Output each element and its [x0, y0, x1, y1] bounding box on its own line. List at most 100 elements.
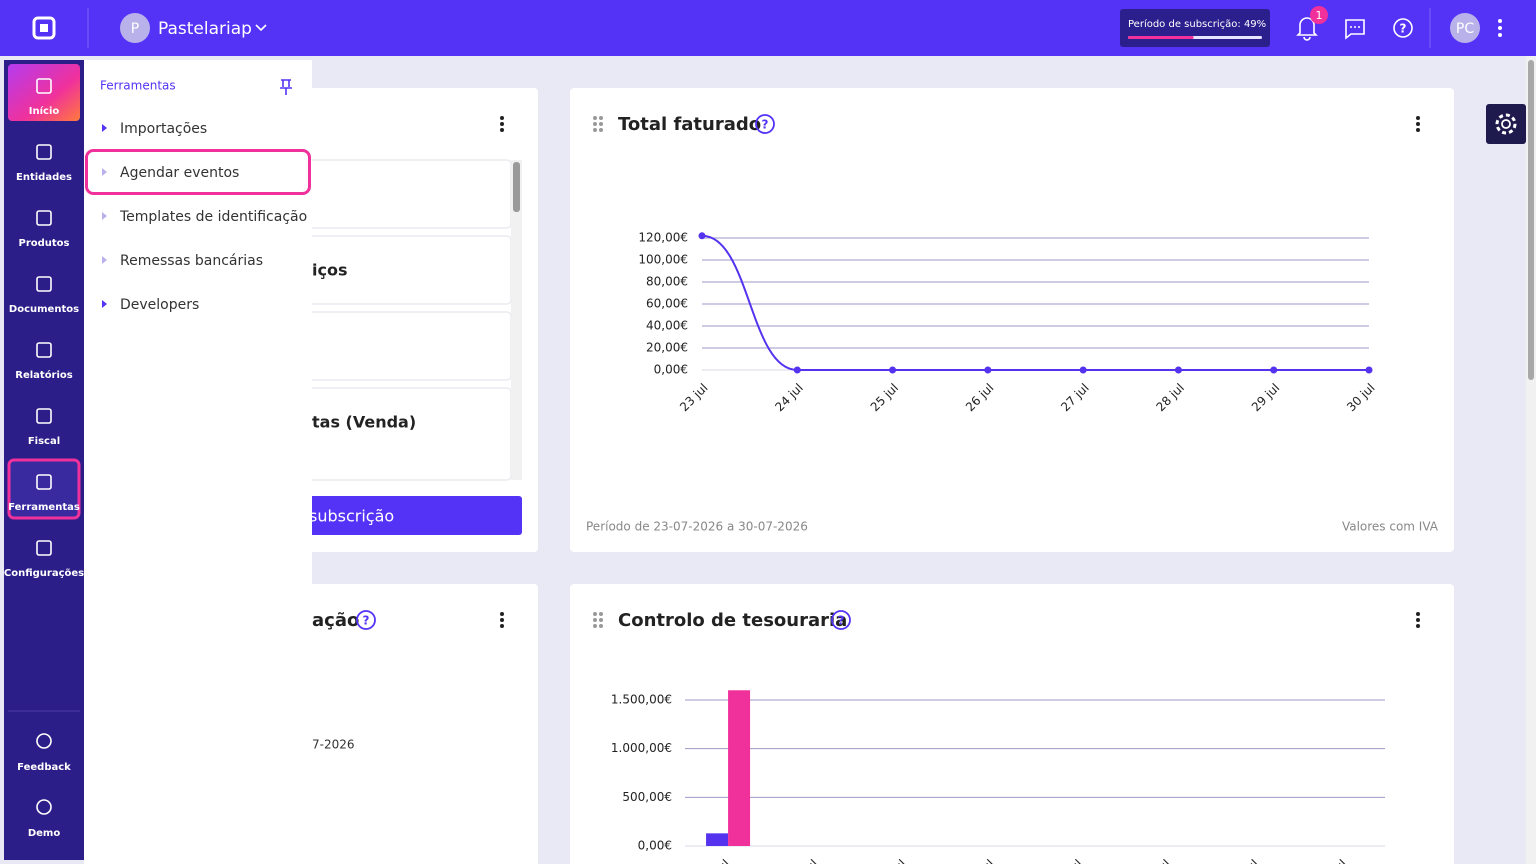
notification-count: 1: [1316, 9, 1323, 22]
sidebar-label[interactable]: Relatórios: [15, 369, 73, 381]
company-avatar[interactable]: [120, 13, 150, 43]
sidebar-icon[interactable]: [36, 276, 52, 292]
sidebar-icon[interactable]: [36, 78, 52, 94]
y-tick-label: 1.000,00€: [611, 741, 672, 755]
list-item[interactable]: [289, 387, 512, 481]
page-scrollbar: [1526, 56, 1536, 864]
list-text: iços: [312, 261, 347, 280]
gear: [1495, 113, 1517, 135]
point[interactable]: [889, 366, 897, 374]
sidebar-label[interactable]: Início: [29, 105, 60, 117]
flyout-item[interactable]: Remessas bancárias: [120, 253, 263, 269]
logo[interactable]: [32, 16, 56, 40]
point[interactable]: [1174, 366, 1182, 374]
help[interactable]: ?: [1393, 18, 1413, 38]
y-tick-label: 0,00€: [638, 839, 672, 853]
y-tick-label: 1.500,00€: [611, 693, 672, 707]
highlight: [85, 149, 311, 195]
kebab[interactable]: [1416, 116, 1420, 132]
card: [570, 88, 1454, 552]
flyout-item[interactable]: Agendar eventos: [120, 165, 239, 181]
sidebar-label[interactable]: Entidades: [16, 172, 72, 183]
bell[interactable]: [1296, 17, 1318, 41]
arrow: [102, 300, 107, 308]
sidebar-label[interactable]: Feedback: [17, 762, 71, 773]
sidebar-label[interactable]: Documentos: [9, 304, 79, 315]
subscription-progress: [1128, 36, 1194, 39]
card-title: Total faturado: [618, 114, 761, 135]
point[interactable]: [1270, 366, 1278, 374]
arrow: [102, 256, 107, 264]
button[interactable]: [290, 496, 522, 535]
pin[interactable]: [280, 79, 292, 95]
sidebar-label[interactable]: Ferramentas: [8, 502, 80, 513]
sidebar-icon[interactable]: [36, 342, 52, 358]
help-icon[interactable]: ?: [356, 610, 376, 630]
button-label: subscrição: [309, 507, 394, 526]
bar[interactable]: [728, 690, 751, 846]
chevron[interactable]: [255, 24, 267, 32]
y-tick-label: 100,00€: [638, 253, 688, 267]
scrollbar: [511, 160, 522, 480]
arrow: [102, 124, 107, 132]
company-name[interactable]: Pastelariap: [158, 19, 252, 39]
sidebar-icon[interactable]: [36, 474, 52, 490]
footer-right: Valores com IVA: [1342, 520, 1439, 534]
chat[interactable]: [1345, 19, 1365, 40]
arrow: [102, 212, 107, 220]
list-item[interactable]: [289, 159, 512, 229]
user-initials: PC: [1456, 21, 1474, 37]
scroll-thumb[interactable]: [513, 162, 520, 212]
sidebar-label[interactable]: Configurações: [4, 568, 84, 579]
footer-left: Período de 23-07-2026 a 30-07-2026: [586, 520, 808, 534]
list-item[interactable]: [289, 311, 512, 381]
kebab[interactable]: [500, 612, 504, 628]
point[interactable]: [698, 232, 706, 240]
sidebar-label[interactable]: Demo: [28, 828, 61, 839]
point[interactable]: [1079, 366, 1087, 374]
card: [300, 584, 538, 864]
sidebar-icon[interactable]: [36, 733, 52, 749]
arrow: [102, 168, 107, 176]
topbar: [0, 0, 1536, 56]
kebab[interactable]: [1416, 612, 1420, 628]
company-initial: P: [131, 21, 139, 37]
drag-handle[interactable]: [593, 116, 603, 132]
svg-text:?: ?: [762, 118, 769, 132]
help-icon[interactable]: ?: [755, 114, 775, 134]
menu-dots[interactable]: [1498, 19, 1502, 37]
sidebar-icon[interactable]: [36, 408, 52, 424]
y-tick-label: 120,00€: [638, 231, 688, 245]
card-title: ação: [312, 610, 359, 631]
point[interactable]: [1365, 366, 1373, 374]
y-tick-label: 40,00€: [646, 319, 688, 333]
page-scroll-thumb[interactable]: [1528, 60, 1534, 380]
point[interactable]: [984, 366, 992, 374]
y-tick-label: 0,00€: [654, 363, 688, 377]
settings-button[interactable]: [1486, 104, 1526, 144]
subscription-label: Período de subscrição: 49%: [1128, 18, 1266, 30]
point[interactable]: [793, 366, 801, 374]
flyout-item[interactable]: Developers: [120, 297, 199, 313]
list-text: tas (Venda): [312, 413, 416, 432]
help-icon[interactable]: ?: [831, 610, 851, 630]
sidebar-icon[interactable]: [36, 144, 52, 160]
flyout-item[interactable]: Importações: [120, 121, 207, 137]
sidebar-icon[interactable]: [36, 540, 52, 556]
sidebar-icon[interactable]: [36, 799, 52, 815]
gear-hub: [1501, 119, 1511, 129]
notification-badge: [1310, 6, 1328, 24]
flyout-item[interactable]: Templates de identificação: [119, 209, 307, 225]
y-tick-label: 20,00€: [646, 341, 688, 355]
user-avatar[interactable]: [1450, 13, 1480, 43]
kebab[interactable]: [500, 116, 504, 132]
sidebar-label[interactable]: Fiscal: [28, 436, 60, 447]
sidebar-icon[interactable]: [36, 210, 52, 226]
y-tick-label: 60,00€: [646, 297, 688, 311]
bar[interactable]: [706, 833, 729, 846]
sidebar-label[interactable]: Produtos: [18, 238, 69, 249]
drag-handle[interactable]: [593, 612, 603, 628]
flyout-items: Importações Agendar eventos Templates de i…: [102, 121, 307, 313]
